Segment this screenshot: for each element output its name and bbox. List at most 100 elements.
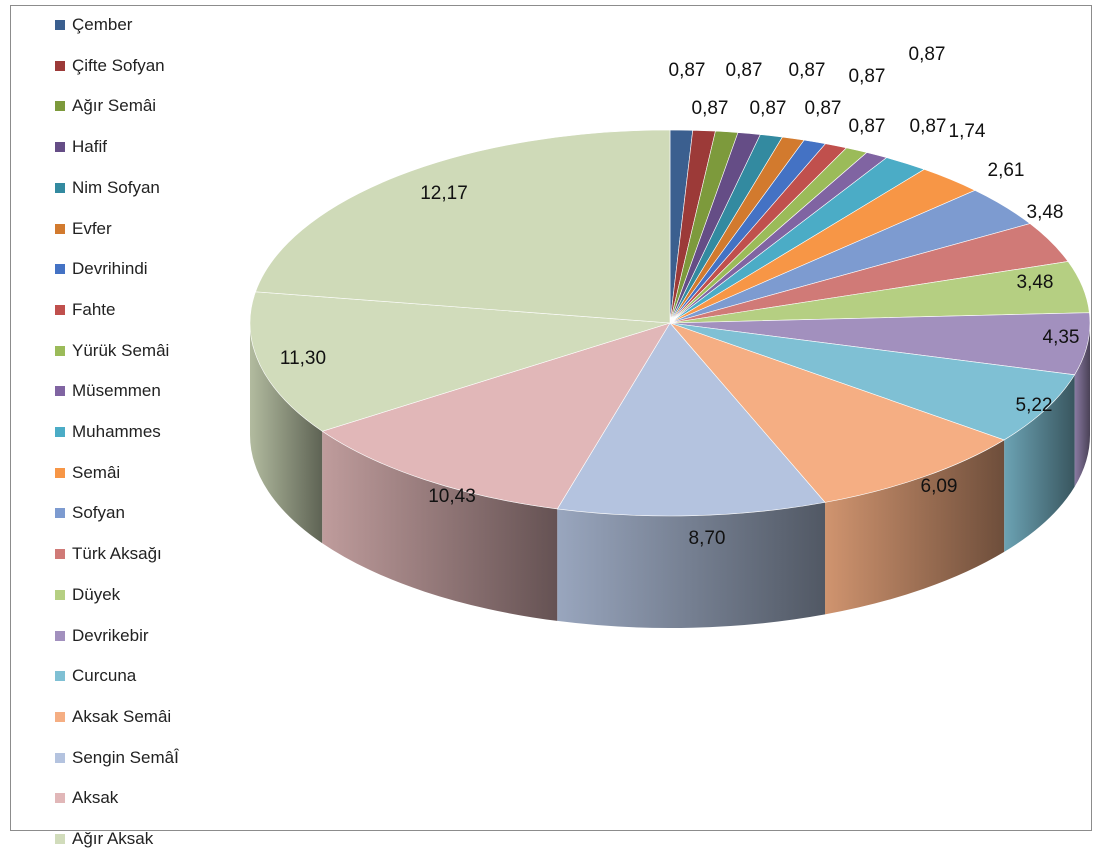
legend-swatch: [55, 671, 65, 682]
legend-item: Türk Aksağı: [55, 543, 162, 565]
value-label: 0,87: [909, 44, 946, 65]
value-label: 12,17: [420, 183, 468, 204]
value-label: 4,35: [1043, 327, 1080, 348]
legend-item: Sofyan: [55, 502, 125, 524]
legend-label: Muhammes: [72, 422, 161, 441]
pie-side-segment: [557, 502, 826, 628]
value-label: 0,87: [849, 66, 886, 87]
legend-item: Düyek: [55, 584, 120, 606]
legend-label: Devrihindi: [72, 259, 148, 279]
legend-item: Devrihindi: [55, 258, 148, 280]
legend-label: Aksak: [72, 788, 119, 808]
pie-slice: [669, 322, 1076, 441]
legend-item: Müsemmen: [55, 380, 161, 402]
legend-swatch: [55, 589, 65, 600]
legend-label: Çifte Sofyan: [72, 55, 165, 75]
legend-item: Ağır Aksak: [55, 828, 153, 850]
legend-item: Semâi: [55, 462, 120, 484]
legend-swatch: [55, 467, 65, 478]
legend-swatch: [55, 549, 65, 560]
legend-item: Muhammes: [55, 421, 161, 443]
legend-label: Fahte: [72, 299, 116, 319]
value-label: 0,87: [849, 116, 886, 137]
value-label: 1,74: [949, 121, 986, 142]
pie-top-slices: [249, 129, 1091, 517]
pie-slice: [556, 322, 826, 517]
legend-label: Sengin SemâÎ: [72, 747, 179, 767]
legend-item: Aksak Semâi: [55, 706, 171, 728]
legend-item: Çifte Sofyan: [55, 55, 165, 77]
legend-label: Çember: [72, 15, 133, 34]
legend-label: Nim Sofyan: [72, 177, 160, 197]
legend-swatch: [55, 630, 65, 641]
legend-item: Fahte: [55, 299, 115, 321]
value-label: 0,87: [789, 60, 826, 81]
pie-side-segment: [1074, 323, 1090, 487]
pie-slice: [669, 322, 1005, 503]
pie-side-walls: [250, 323, 1090, 628]
legend-label: Semâi: [72, 462, 121, 482]
legend-swatch: [55, 60, 65, 71]
value-labels: 0,87 0,87 0,87 0,870,870,87 0,87 0,870,87 0,87…: [280, 44, 1080, 549]
legend-label: Sofyan: [72, 503, 125, 523]
pie-chart: 0,87 0,87 0,87 0,870,870,87 0,87 0,870,87 0,87…: [249, 44, 1091, 628]
legend-item: Curcuna: [55, 665, 136, 687]
pie-side-segment: [250, 323, 323, 544]
value-label: 0,87: [750, 98, 787, 119]
pie-side-segment: [825, 439, 1005, 615]
legend-swatch: [55, 20, 65, 30]
value-label: 0,87: [910, 116, 947, 137]
legend-label: Curcuna: [72, 666, 137, 686]
legend-item: Nim Sofyan: [55, 177, 160, 199]
legend-swatch: [55, 304, 65, 315]
value-label: 5,22: [1016, 395, 1053, 416]
legend-label: Müsemmen: [72, 381, 161, 401]
value-label: 8,70: [689, 528, 726, 549]
value-label: 0,87: [669, 60, 706, 81]
value-label: 3,48: [1017, 272, 1054, 293]
legend-label: Düyek: [72, 584, 121, 604]
legend-item: Devrikebir: [55, 625, 149, 647]
legend-item: Sengin SemâÎ: [55, 747, 179, 769]
legend-item: Yürük Semâi: [55, 340, 169, 362]
legend-swatch: [55, 345, 65, 356]
value-label: 0,87: [692, 98, 729, 119]
value-label: 0,87: [805, 98, 842, 119]
legend-item: Çember: [55, 14, 132, 36]
pie-slice: [321, 322, 671, 510]
legend-swatch: [55, 142, 65, 153]
pie-slice: [255, 129, 671, 324]
pie-side-segment: [322, 431, 558, 621]
chart-frame: 0,87 0,87 0,87 0,87 0,87 0,87 0,87 0,87 0,87 0,87…: [10, 5, 1092, 848]
legend-label: Evfer: [72, 218, 112, 238]
legend-swatch: [55, 834, 65, 844]
legend-swatch: [55, 427, 65, 437]
legend-item: Evfer: [55, 218, 112, 240]
legend-label: Türk Aksağı: [72, 544, 162, 564]
legend-swatch: [55, 752, 65, 763]
legend-swatch: [55, 386, 65, 397]
legend-label: Hafif: [72, 137, 107, 157]
legend-swatch: [55, 793, 65, 804]
legend-label: Ağır Semâi: [72, 96, 157, 116]
legend-swatch: [55, 508, 65, 519]
legend-label: Yürük Semâi: [72, 340, 170, 360]
value-label: 11,30: [280, 348, 326, 369]
value-label: 6,09: [921, 476, 958, 497]
value-label: 3,48: [1027, 202, 1064, 223]
legend-label: Aksak Semâi: [72, 706, 172, 726]
legend-swatch: [55, 223, 65, 234]
legend-item: Hafif: [55, 136, 107, 158]
value-label: 10,43: [428, 486, 476, 507]
legend-label: Ağır Aksak: [72, 829, 154, 848]
legend-item: Aksak: [55, 787, 118, 809]
pie-side-segment: [1004, 374, 1075, 552]
legend-swatch: [55, 711, 65, 722]
legend-swatch: [55, 264, 65, 275]
value-label: 0,87: [726, 60, 763, 81]
legend-swatch: [55, 101, 65, 112]
value-label: 2,61: [988, 160, 1025, 181]
pie-slice: [249, 291, 671, 432]
legend-swatch: [55, 182, 65, 193]
legend-item: Ağır Semâi: [55, 95, 156, 117]
